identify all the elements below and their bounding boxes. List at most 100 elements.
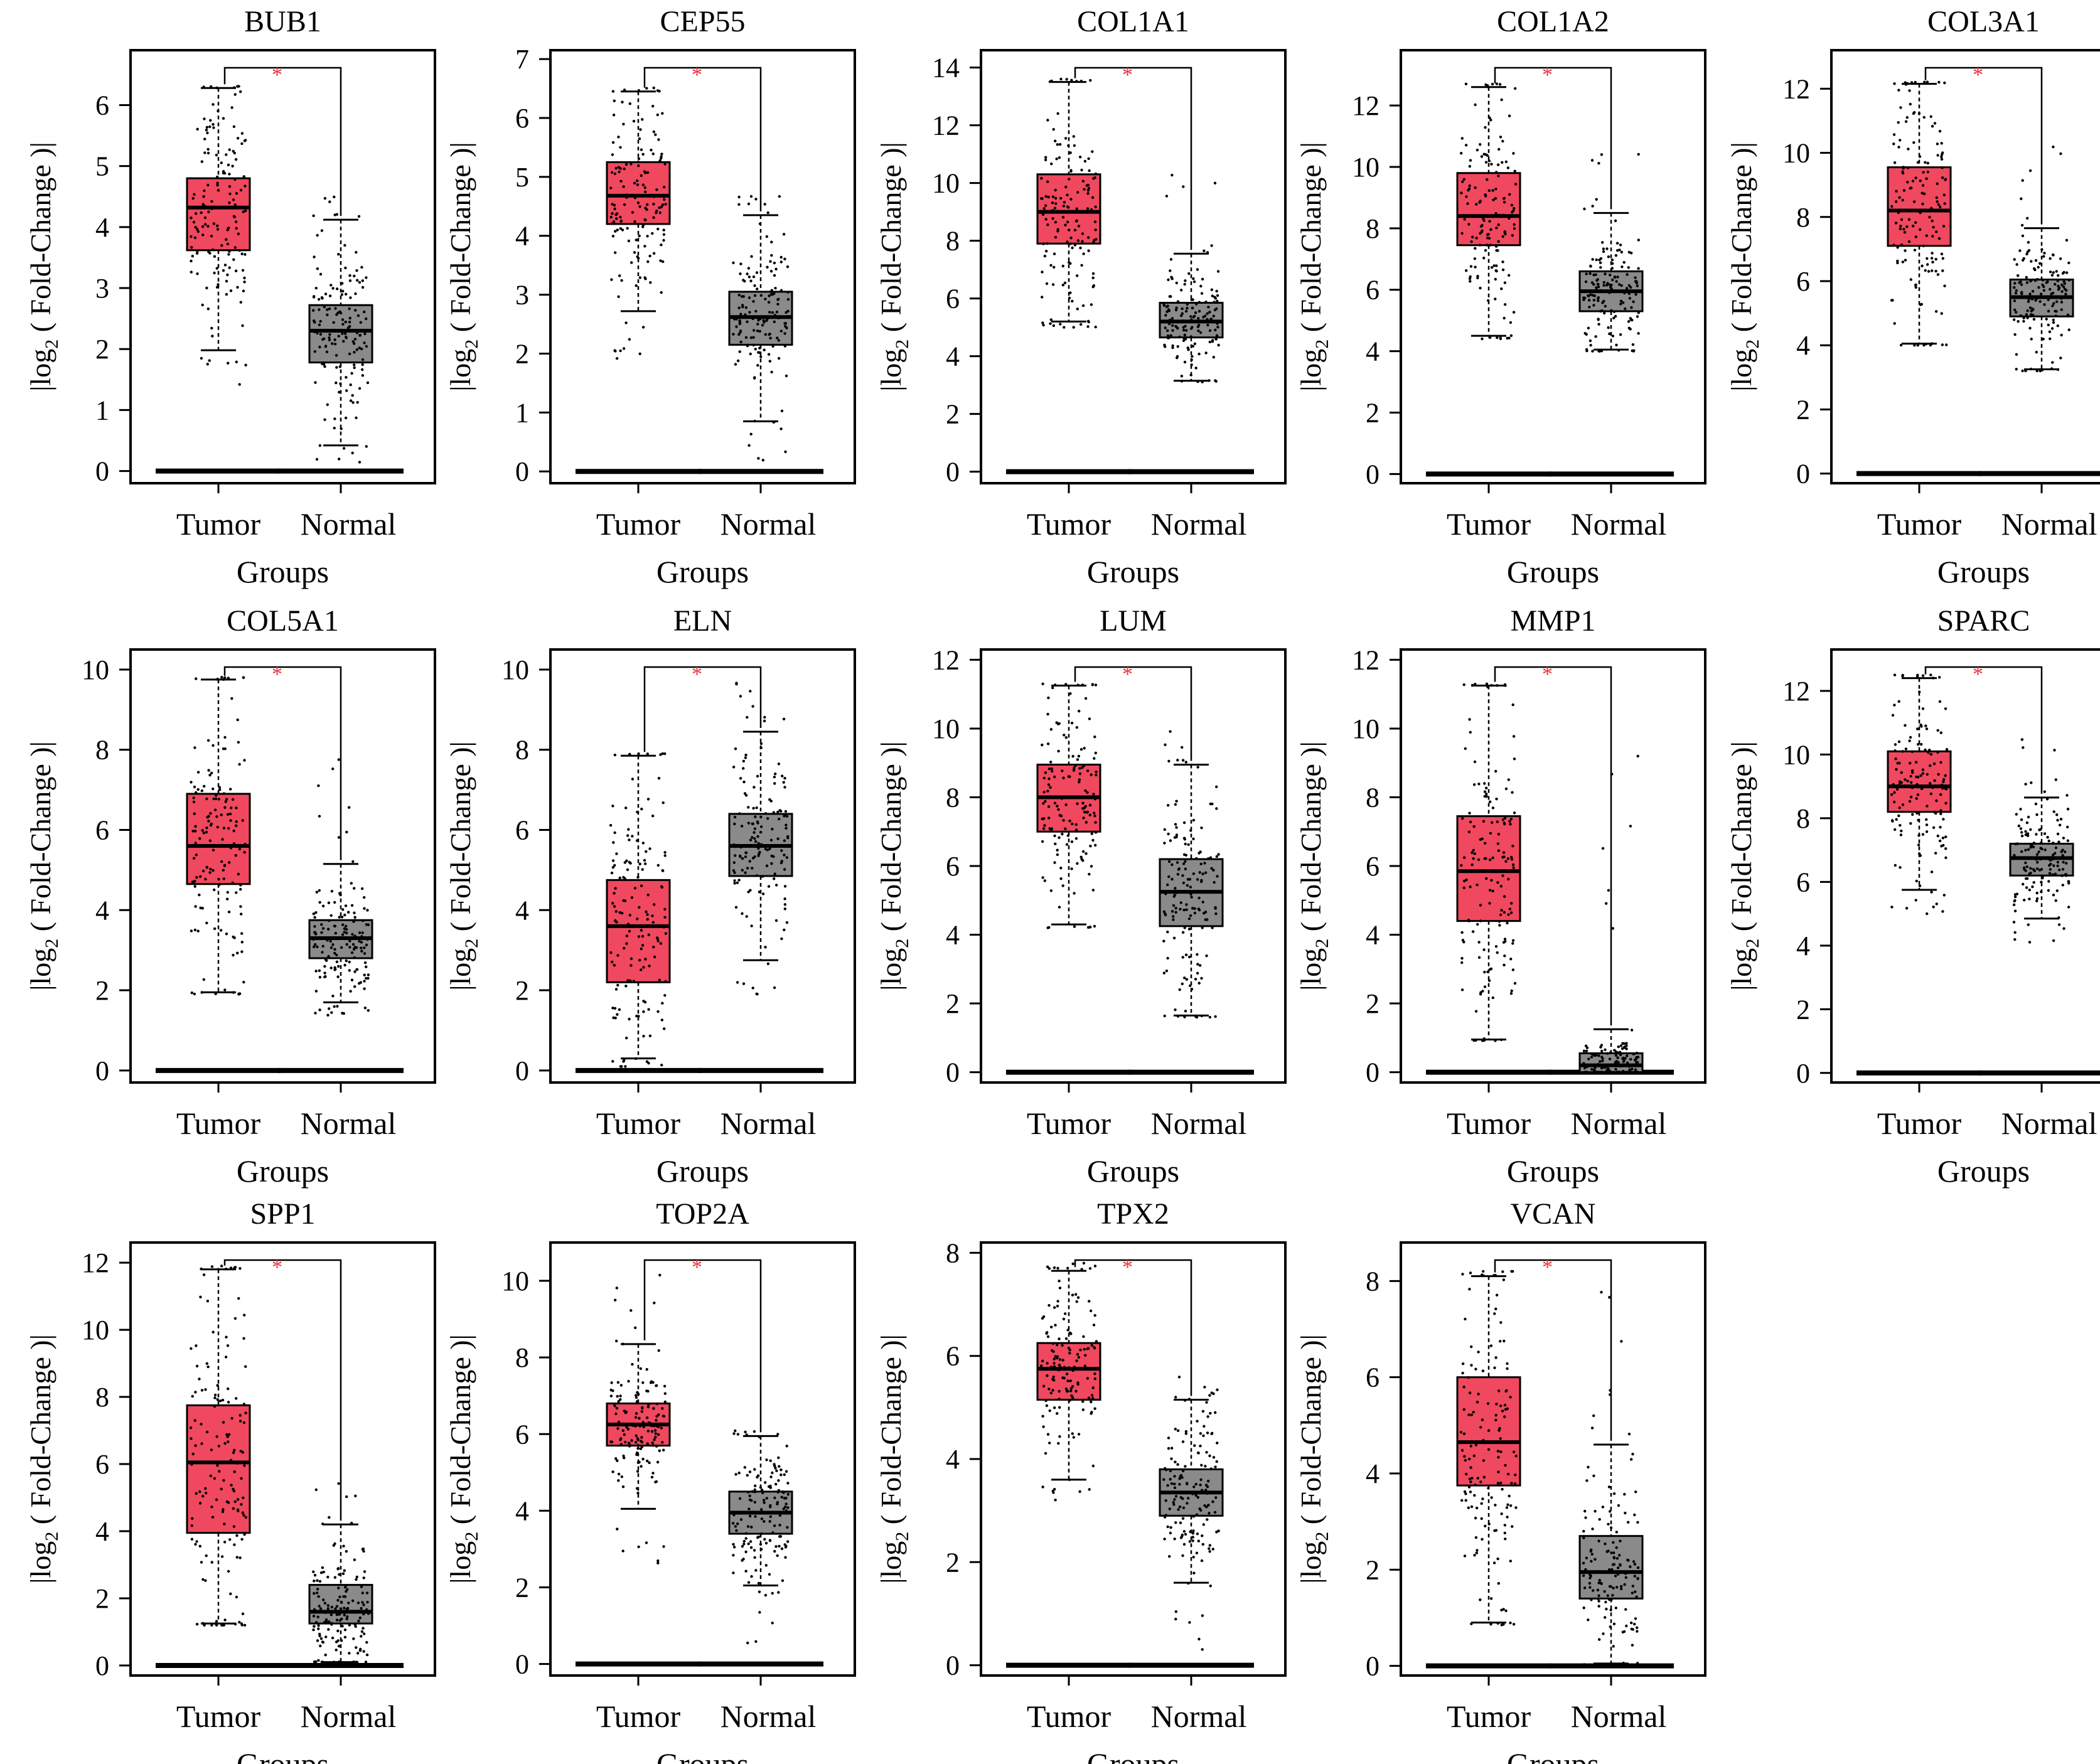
data-point — [1600, 309, 1604, 313]
data-point — [350, 951, 354, 954]
data-point — [1053, 834, 1056, 838]
data-point — [353, 916, 356, 919]
data-point — [328, 1620, 331, 1623]
data-point — [1088, 1300, 1091, 1303]
data-point — [237, 85, 240, 88]
data-point — [1900, 781, 1903, 784]
data-point — [1090, 1344, 1094, 1347]
x-tick-label-tumor: Tumor — [1877, 1106, 1962, 1141]
data-point — [1173, 1498, 1176, 1501]
y-tick-label: 2 — [946, 399, 960, 430]
data-point — [2015, 368, 2018, 371]
data-point — [659, 942, 663, 945]
data-point — [206, 151, 210, 155]
data-point — [734, 1429, 737, 1433]
data-point — [1627, 266, 1630, 269]
data-point — [1484, 193, 1487, 196]
data-point — [216, 224, 219, 227]
y-axis-label-pre: |log — [444, 1541, 476, 1584]
data-point — [610, 278, 613, 281]
data-point — [1471, 683, 1474, 687]
data-point — [1073, 228, 1077, 232]
data-point — [1206, 323, 1209, 327]
data-point — [318, 976, 322, 979]
data-point — [1614, 1054, 1618, 1057]
data-point — [1930, 890, 1933, 894]
data-point — [241, 1451, 245, 1454]
data-point — [1510, 858, 1514, 861]
data-point — [1215, 785, 1218, 789]
data-point — [1206, 1431, 1209, 1435]
data-point — [1062, 1317, 1066, 1321]
data-point — [238, 1414, 242, 1417]
data-point — [1597, 318, 1600, 321]
data-point — [2013, 258, 2016, 261]
data-point — [1487, 159, 1491, 163]
data-point — [1053, 252, 1056, 255]
y-tick-label: 4 — [1796, 931, 1810, 961]
data-point — [1607, 1522, 1610, 1526]
data-point — [618, 876, 621, 880]
data-point — [744, 1537, 747, 1540]
data-point — [1499, 1481, 1503, 1485]
data-point — [641, 842, 645, 845]
data-point — [1944, 856, 1947, 860]
data-point — [1054, 1323, 1057, 1327]
data-point — [783, 814, 786, 817]
data-point — [2015, 311, 2018, 314]
data-point — [2024, 833, 2027, 837]
data-point — [317, 1627, 320, 1630]
data-point — [1636, 1626, 1639, 1629]
data-point — [1905, 907, 1909, 910]
data-point — [611, 1007, 614, 1010]
data-point — [1479, 904, 1482, 907]
data-point — [1944, 835, 1947, 838]
data-point — [776, 1500, 779, 1504]
data-point — [1184, 1010, 1187, 1013]
data-point — [631, 1362, 634, 1366]
data-point — [769, 1515, 773, 1518]
data-point — [1484, 249, 1487, 252]
data-point — [1504, 1463, 1507, 1467]
data-point — [314, 1488, 318, 1492]
data-point — [209, 812, 212, 815]
data-point — [1084, 1354, 1087, 1357]
data-point — [210, 1561, 213, 1564]
data-point — [741, 1545, 744, 1548]
data-point — [214, 992, 217, 995]
data-point — [771, 345, 774, 348]
box-normal — [308, 195, 373, 464]
y-tick-label: 0 — [946, 1650, 960, 1681]
data-point — [1480, 155, 1484, 158]
data-point — [655, 1419, 658, 1422]
data-point — [1582, 1664, 1585, 1667]
data-point — [1046, 789, 1049, 793]
data-point — [1592, 1054, 1595, 1057]
data-point — [1601, 847, 1605, 850]
data-point — [663, 185, 666, 189]
data-point — [1165, 310, 1169, 313]
data-point — [1935, 196, 1938, 200]
data-point — [226, 890, 229, 894]
data-point — [1600, 1049, 1604, 1053]
data-point — [1907, 218, 1911, 221]
data-point — [205, 830, 208, 834]
data-point — [1491, 821, 1494, 825]
data-point — [1627, 326, 1631, 329]
data-point — [2015, 813, 2018, 816]
data-point — [655, 1402, 659, 1406]
data-point — [655, 1384, 658, 1387]
data-point — [746, 1473, 749, 1477]
box-iqr — [1036, 173, 1101, 245]
data-point — [780, 849, 783, 852]
y-axis-label-pre: |log — [875, 1541, 907, 1584]
data-point — [1473, 1554, 1476, 1557]
data-point — [737, 203, 741, 206]
data-point — [1089, 1309, 1093, 1313]
data-point — [1216, 1441, 1219, 1445]
data-point — [1165, 969, 1169, 973]
data-point — [360, 1630, 364, 1633]
data-point — [342, 1012, 345, 1015]
data-point — [1597, 286, 1600, 289]
data-point — [355, 946, 358, 949]
